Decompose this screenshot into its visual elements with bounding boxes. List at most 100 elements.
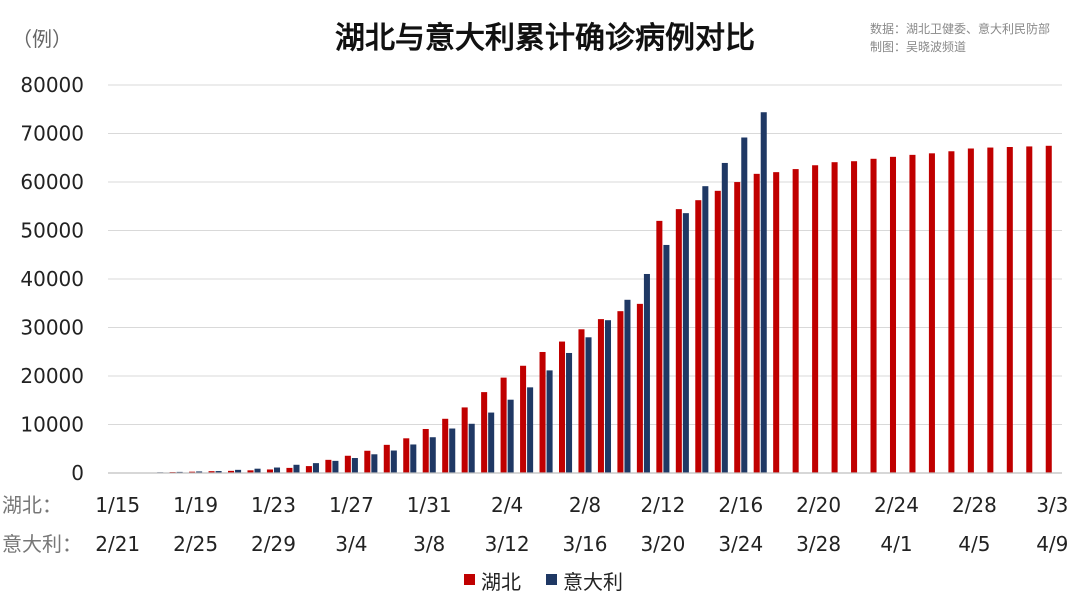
bar-italy-26 — [624, 299, 631, 473]
x-tick-hubei: 2/8 — [569, 493, 601, 517]
x-tick-italy: 3/20 — [640, 532, 685, 556]
bar-hubei-9 — [286, 467, 293, 473]
y-tick-label: 40000 — [20, 267, 84, 291]
chart-title: 湖北与意大利累计确诊病例对比 — [335, 21, 755, 56]
x-tick-italy: 3/24 — [718, 532, 763, 556]
x-tick-hubei: 1/31 — [407, 493, 452, 517]
bar-italy-31 — [721, 162, 728, 473]
bar-hubei-11 — [325, 459, 332, 473]
y-tick-label: 70000 — [20, 122, 84, 146]
bar-hubei-23 — [559, 341, 566, 473]
x-tick-hubei: 2/24 — [874, 493, 919, 517]
bar-hubei-32 — [734, 182, 741, 474]
bar-italy-19 — [488, 412, 495, 473]
y-tick-label: 30000 — [20, 316, 84, 340]
x-tick-hubei: 1/15 — [95, 493, 140, 517]
bar-hubei-8 — [266, 469, 273, 473]
bar-italy-13 — [371, 454, 378, 473]
bar-hubei-27 — [636, 303, 643, 473]
bar-hubei-45 — [987, 147, 994, 474]
bar-italy-16 — [429, 437, 436, 473]
bar-hubei-24 — [578, 329, 585, 473]
bar-hubei-36 — [812, 165, 819, 473]
x-tick-italy: 3/12 — [485, 532, 530, 556]
bar-hubei-7 — [247, 470, 254, 473]
bar-hubei-38 — [851, 161, 858, 473]
x-axis-ticks: 1/15 1/19 1/23 1/27 1/31 2/4 2/8 2/12 2/16 2/20 2/… — [95, 493, 1068, 556]
unit-label: （例） — [12, 27, 72, 51]
bar-hubei-18 — [461, 407, 468, 473]
bar-italy-24 — [585, 337, 592, 473]
bar-hubei-15 — [403, 438, 410, 473]
bar-hubei-35 — [792, 169, 799, 473]
bar-italy-4 — [196, 471, 203, 473]
bar-hubei-29 — [675, 209, 682, 473]
x-tick-italy: 3/28 — [796, 532, 841, 556]
bar-hubei-37 — [831, 162, 838, 473]
y-tick-label: 0 — [71, 461, 84, 485]
bars — [118, 112, 1052, 474]
bar-italy-8 — [273, 467, 281, 473]
bar-hubei-41 — [909, 154, 916, 474]
x-tick-hubei: 1/19 — [173, 493, 218, 517]
y-tick-label: 50000 — [20, 219, 84, 243]
bar-italy-5 — [215, 471, 222, 473]
x-tick-hubei: 2/20 — [796, 493, 841, 517]
x-tick-italy: 3/16 — [563, 532, 608, 556]
legend: 湖北 意大利 — [464, 570, 623, 594]
x-tick-hubei: 2/12 — [640, 493, 685, 517]
bar-hubei-44 — [967, 148, 974, 473]
bar-hubei-19 — [481, 392, 488, 473]
bar-hubei-26 — [617, 311, 624, 473]
x-tick-hubei: 2/28 — [952, 493, 997, 517]
y-axis-ticks: 0 10000 20000 30000 40000 50000 60000 70000 8000… — [20, 73, 84, 485]
bar-hubei-42 — [928, 153, 935, 473]
bar-hubei-34 — [773, 172, 780, 473]
row-label-italy: 意大利： — [2, 532, 82, 556]
bar-italy-7 — [254, 468, 261, 473]
legend-label-italy: 意大利 — [563, 570, 623, 594]
x-tick-italy: 4/1 — [880, 532, 912, 556]
bar-hubei-43 — [948, 151, 955, 473]
legend-label-hubei: 湖北 — [481, 570, 521, 594]
bar-hubei-13 — [364, 450, 371, 473]
bar-hubei-31 — [714, 190, 721, 473]
legend-swatch-hubei — [464, 574, 475, 585]
bar-hubei-39 — [870, 158, 877, 474]
bar-hubei-46 — [1006, 147, 1013, 473]
bar-italy-21 — [527, 387, 534, 473]
x-tick-italy: 2/25 — [173, 532, 218, 556]
bar-italy-33 — [760, 112, 767, 473]
bar-italy-22 — [546, 370, 553, 473]
bar-italy-28 — [663, 244, 670, 473]
bar-italy-15 — [410, 444, 417, 473]
bar-italy-30 — [702, 186, 709, 473]
bar-italy-25 — [604, 320, 612, 473]
bar-italy-9 — [293, 464, 300, 473]
source-line-2: 制图：吴晓波频道 — [870, 40, 966, 54]
bar-italy-29 — [682, 213, 689, 473]
bar-hubei-14 — [383, 444, 390, 473]
y-tick-label: 20000 — [20, 364, 84, 388]
bar-hubei-48 — [1045, 145, 1052, 474]
bar-hubei-40 — [889, 156, 897, 473]
x-tick-hubei: 3/3 — [1036, 493, 1068, 517]
bar-italy-6 — [235, 469, 242, 473]
bar-hubei-12 — [344, 455, 351, 473]
bar-italy-10 — [312, 463, 319, 473]
bar-italy-27 — [643, 273, 650, 473]
x-tick-italy: 4/9 — [1036, 532, 1068, 556]
bar-hubei-17 — [442, 418, 449, 473]
bar-hubei-4 — [189, 471, 196, 473]
bar-italy-14 — [390, 450, 397, 473]
source-line-1: 数据：湖北卫健委、意大利民防部 — [870, 21, 1050, 36]
bar-italy-23 — [566, 352, 573, 473]
x-tick-italy: 2/21 — [95, 532, 140, 556]
bar-hubei-25 — [597, 319, 604, 473]
bar-italy-32 — [741, 137, 748, 473]
bar-hubei-20 — [500, 377, 507, 473]
bar-hubei-30 — [695, 200, 702, 473]
bar-italy-12 — [351, 458, 358, 473]
x-tick-italy: 3/8 — [413, 532, 445, 556]
